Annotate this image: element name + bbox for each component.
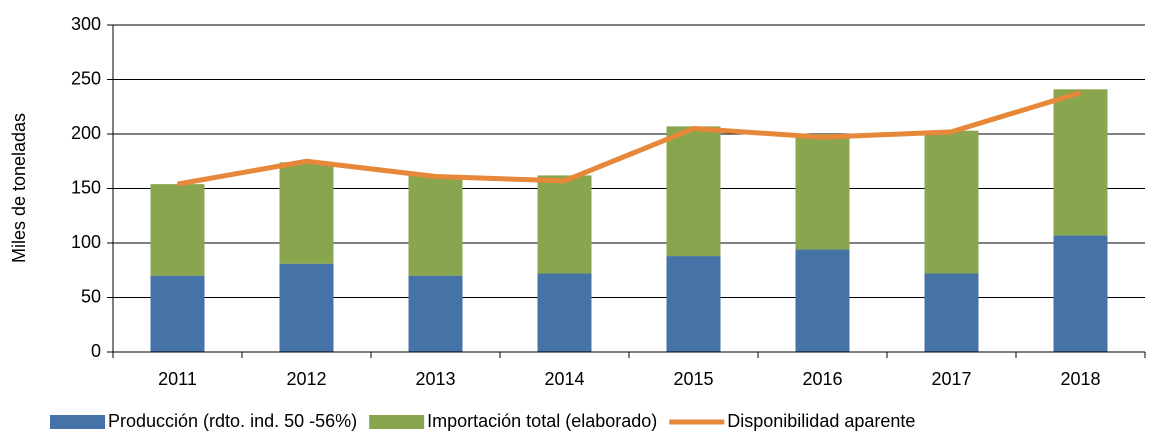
bar-segment xyxy=(666,256,721,352)
y-tick-label: 50 xyxy=(81,286,101,306)
bar-segment xyxy=(150,275,205,352)
legend-swatch xyxy=(369,415,425,429)
x-tick-label: 2014 xyxy=(544,369,584,389)
x-tick-label: 2015 xyxy=(673,369,713,389)
x-tick-label: 2012 xyxy=(286,369,326,389)
bar-segment xyxy=(408,275,463,352)
y-tick-label: 0 xyxy=(91,341,101,361)
y-axis-label: Miles de toneladas xyxy=(9,113,29,263)
legend-swatch xyxy=(50,415,105,429)
x-tick-label: 2018 xyxy=(1060,369,1100,389)
bar-segment xyxy=(795,134,850,250)
bar-segment xyxy=(279,162,334,264)
x-tick-label: 2016 xyxy=(802,369,842,389)
bar-segment xyxy=(924,273,979,352)
legend-label: Disponibilidad aparente xyxy=(727,411,915,431)
line-series xyxy=(177,90,1082,187)
legend-label: Importación total (elaborado) xyxy=(427,411,657,431)
bar-segment xyxy=(408,175,463,276)
bar-segment xyxy=(795,249,850,352)
bar-segment xyxy=(1053,235,1108,352)
y-tick-label: 150 xyxy=(71,177,101,197)
y-tick-label: 250 xyxy=(71,68,101,88)
bar-segment xyxy=(924,130,979,274)
x-tick-label: 2017 xyxy=(931,369,971,389)
bar-segment xyxy=(279,263,334,352)
x-tick-label: 2011 xyxy=(158,369,197,389)
bar-segment xyxy=(1053,89,1108,236)
bar-segment xyxy=(537,175,592,274)
y-tick-label: 100 xyxy=(71,232,101,252)
x-tick-label: 2013 xyxy=(415,369,455,389)
y-tick-label: 300 xyxy=(71,14,101,34)
bar-segment xyxy=(537,273,592,352)
bar-segment xyxy=(150,184,205,276)
legend-label: Producción (rdto. ind. 50 -56%) xyxy=(108,411,357,431)
bar-segment xyxy=(666,126,721,257)
y-tick-label: 200 xyxy=(71,123,101,143)
